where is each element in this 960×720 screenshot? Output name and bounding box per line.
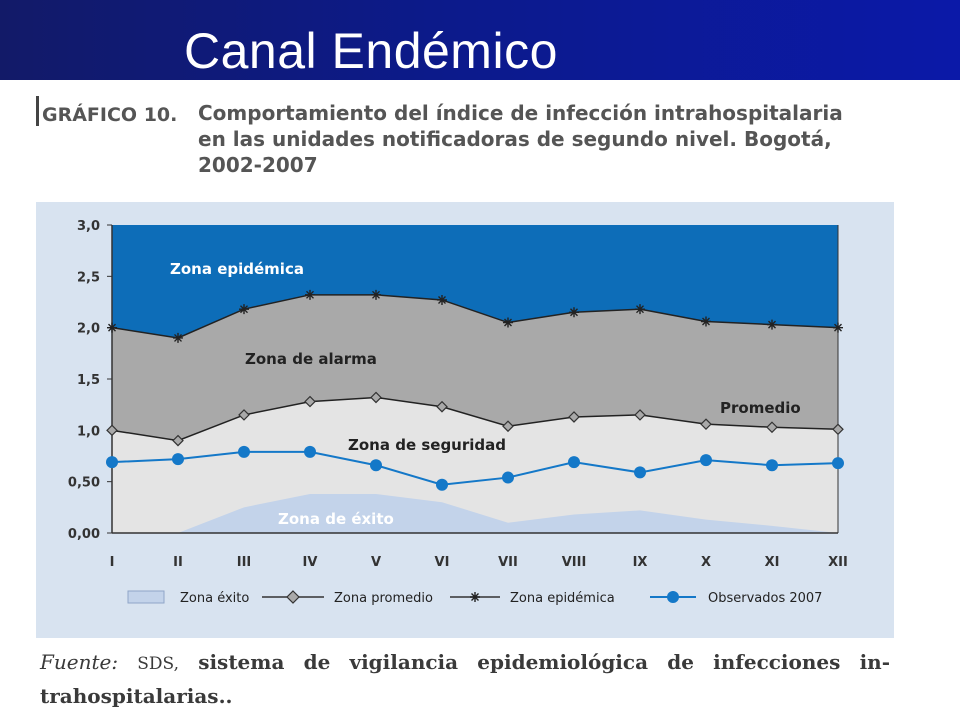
epidemic-point — [437, 294, 447, 305]
y-tick-label: 2,0 — [77, 322, 100, 337]
x-tick-label: IX — [633, 555, 648, 570]
caption-marker — [36, 96, 39, 126]
epidemic-point — [833, 322, 843, 333]
legend-marker-epidemic — [470, 592, 480, 602]
x-tick-label: I — [110, 555, 115, 570]
x-tick-label: XII — [828, 555, 848, 570]
average-point — [304, 395, 316, 408]
average-label: Promedio — [720, 399, 801, 417]
epidemic-point — [305, 289, 315, 300]
observed-point — [832, 457, 844, 470]
epidemic-point — [503, 317, 513, 328]
epidemic-point — [371, 289, 381, 300]
legend-marker-observed — [667, 591, 679, 603]
epidemic-point — [767, 319, 777, 330]
x-tick-label: VI — [435, 555, 450, 570]
average-point — [700, 418, 712, 431]
source-note: Fuente: SDS, sistema de vigilancia epide… — [40, 646, 890, 712]
observed-point — [238, 445, 250, 458]
x-tick-label: III — [237, 555, 252, 570]
legend-label-average: Zona promedio — [334, 591, 433, 606]
y-tick-label: 0,00 — [68, 527, 100, 542]
alarm-zone-label: Zona de alarma — [245, 350, 377, 368]
x-tick-label: VIII — [562, 555, 587, 570]
average-point — [436, 400, 448, 413]
success-zone-label: Zona de éxito — [278, 510, 394, 528]
y-tick-label: 3,0 — [77, 219, 100, 234]
title-banner — [0, 0, 960, 80]
epidemic-zone-label: Zona epidémica — [170, 260, 304, 278]
observed-line — [111, 450, 839, 486]
observed-point — [304, 445, 316, 458]
success-zone-area — [112, 493, 838, 533]
average-point — [634, 409, 646, 421]
average-point — [568, 411, 580, 423]
average-point — [832, 423, 844, 436]
average-point — [502, 420, 514, 433]
observed-point — [568, 456, 580, 469]
slide-title: Canal Endémico — [184, 23, 558, 79]
x-tick-label: IV — [303, 555, 318, 570]
observed-point — [172, 453, 184, 466]
average-line — [111, 396, 839, 442]
security-zone-label: Zona de seguridad — [348, 436, 506, 454]
average-point — [172, 434, 184, 447]
average-point — [106, 424, 118, 437]
average-point — [238, 409, 250, 421]
legend-label-success: Zona éxito — [180, 591, 249, 606]
x-tick-label: VII — [498, 555, 518, 570]
y-tick-label: 1,0 — [77, 424, 100, 439]
observed-point — [766, 459, 778, 472]
epidemic-point — [107, 322, 117, 333]
figure-caption: Comportamiento del índice de infección i… — [198, 101, 843, 177]
average-point — [370, 391, 382, 404]
legend-label-epidemic: Zona epidémica — [510, 591, 615, 606]
x-tick-label: X — [701, 555, 711, 570]
x-tick-label: II — [173, 555, 183, 570]
epidemic-point — [569, 307, 579, 318]
source-org: SDS, — [137, 654, 180, 674]
epidemic-line — [111, 294, 839, 339]
y-tick-label: 0,50 — [68, 476, 100, 491]
epidemic-point — [239, 304, 249, 315]
observed-point — [502, 471, 514, 484]
y-tick-label: 2,5 — [77, 270, 100, 285]
observed-point — [634, 466, 646, 479]
x-tick-label: V — [371, 555, 381, 570]
epidemic-point — [701, 316, 711, 327]
legend-marker-average — [286, 590, 300, 604]
observed-point — [106, 456, 118, 469]
source-label: Fuente: — [40, 650, 119, 674]
figure-label: GRÁFICO 10. — [42, 104, 178, 126]
observed-point — [700, 454, 712, 467]
epidemic-zone-area — [112, 225, 838, 338]
epidemic-point — [173, 332, 183, 343]
source-text: sistema de vigilancia epidemiológica de … — [40, 650, 891, 708]
legend-swatch-success — [127, 590, 165, 604]
y-tick-label: 1,5 — [77, 373, 100, 388]
x-tick-label: XI — [765, 555, 780, 570]
average-point — [766, 421, 778, 434]
observed-point — [370, 459, 382, 472]
epidemic-point — [635, 304, 645, 315]
alarm-zone-area — [112, 294, 838, 441]
observed-point — [436, 478, 448, 491]
legend-label-observed: Observados 2007 — [708, 591, 822, 606]
